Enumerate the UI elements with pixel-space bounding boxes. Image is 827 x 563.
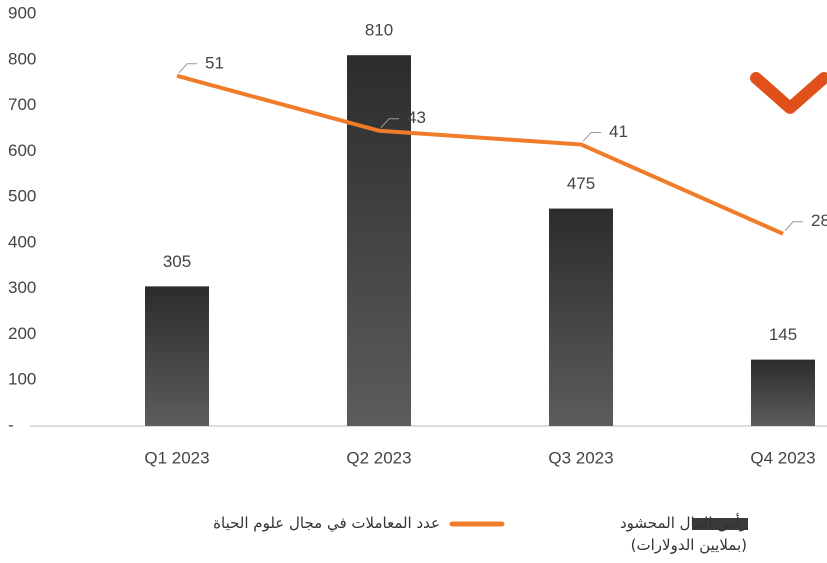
x-tick-label: Q2 2023 [346,448,411,467]
bar-value-label: 145 [769,325,797,344]
chevron-icon [750,72,827,114]
bar [347,55,411,426]
line-value-label: 28 [811,211,827,230]
y-tick-label: 800 [8,49,36,68]
y-tick-label: 600 [8,141,36,160]
bar [145,286,209,426]
legend-bar-label: رأس المال المحشود (بملايين الدولارات) [619,514,747,554]
y-tick-label: 400 [8,232,36,251]
y-tick-label: 900 [8,3,36,22]
y-tick-label: 300 [8,278,36,297]
legend-bar-swatch [692,518,748,530]
y-tick-label: 200 [8,324,36,343]
label-leader [582,131,601,142]
label-leader [784,221,803,232]
x-tick-label: Q3 2023 [548,448,613,467]
line-value-label: 51 [205,53,224,72]
label-leader [380,118,399,129]
bar [751,359,815,426]
x-tick-label: Q1 2023 [144,448,209,467]
label-leader [178,63,197,74]
y-tick-label: 500 [8,187,36,206]
bar-value-label: 475 [567,174,595,193]
x-tick-label: Q4 2023 [750,448,815,467]
bar [549,208,613,426]
y-tick-label: - [8,415,14,434]
line-value-label: 43 [407,108,426,127]
y-tick-label: 700 [8,95,36,114]
bar-value-label: 810 [365,21,393,40]
line-series [176,73,784,236]
y-tick-label: 100 [8,370,36,389]
line-value-label: 41 [609,122,628,141]
legend-line-label: عدد المعاملات في مجال علوم الحياة [213,514,440,532]
bar-value-label: 305 [163,252,191,271]
